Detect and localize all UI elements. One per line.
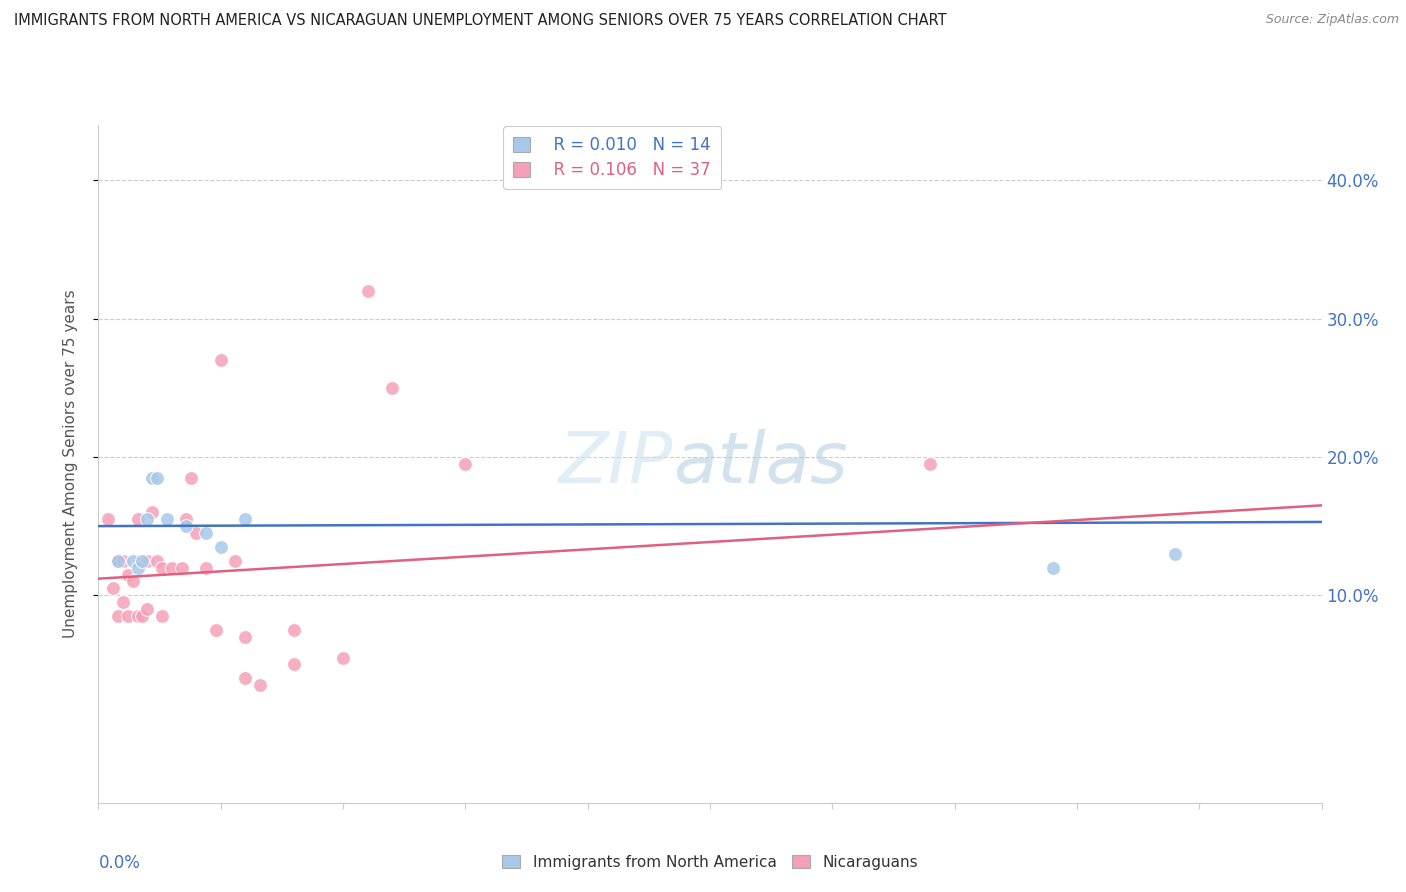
Point bbox=[233, 630, 256, 644]
Point bbox=[195, 560, 218, 574]
Point bbox=[117, 609, 139, 624]
Point bbox=[1042, 560, 1064, 574]
Point bbox=[209, 540, 232, 554]
Point bbox=[160, 560, 183, 574]
Point bbox=[131, 609, 153, 624]
Point bbox=[121, 574, 143, 589]
Text: 0.0%: 0.0% bbox=[98, 854, 141, 871]
Point bbox=[233, 671, 256, 685]
Point bbox=[233, 512, 256, 526]
Point bbox=[170, 560, 193, 574]
Point bbox=[156, 512, 179, 526]
Point bbox=[356, 284, 378, 298]
Y-axis label: Unemployment Among Seniors over 75 years: Unemployment Among Seniors over 75 years bbox=[63, 290, 77, 638]
Point bbox=[180, 471, 202, 485]
Point bbox=[136, 554, 159, 568]
Text: atlas: atlas bbox=[673, 429, 848, 499]
Point bbox=[186, 526, 208, 541]
Point bbox=[381, 381, 404, 395]
Point bbox=[224, 554, 246, 568]
Point bbox=[195, 526, 218, 541]
Text: Source: ZipAtlas.com: Source: ZipAtlas.com bbox=[1265, 13, 1399, 27]
Point bbox=[209, 353, 232, 368]
Point bbox=[146, 554, 169, 568]
Point bbox=[127, 609, 149, 624]
Text: ZIP: ZIP bbox=[560, 429, 673, 499]
Point bbox=[249, 678, 271, 692]
Point bbox=[127, 512, 149, 526]
Point bbox=[107, 554, 129, 568]
Point bbox=[454, 457, 477, 471]
Point bbox=[127, 560, 149, 574]
Text: IMMIGRANTS FROM NORTH AMERICA VS NICARAGUAN UNEMPLOYMENT AMONG SENIORS OVER 75 Y: IMMIGRANTS FROM NORTH AMERICA VS NICARAG… bbox=[14, 13, 946, 29]
Point bbox=[111, 554, 134, 568]
Point bbox=[150, 560, 173, 574]
Point bbox=[141, 471, 163, 485]
Point bbox=[176, 519, 198, 533]
Point bbox=[146, 471, 169, 485]
Point bbox=[150, 609, 173, 624]
Point bbox=[1164, 547, 1187, 561]
Point bbox=[117, 567, 139, 582]
Point bbox=[131, 554, 153, 568]
Point bbox=[283, 623, 305, 637]
Point bbox=[283, 657, 305, 672]
Point bbox=[107, 609, 129, 624]
Point bbox=[101, 582, 124, 596]
Point bbox=[205, 623, 228, 637]
Point bbox=[176, 512, 198, 526]
Point bbox=[141, 505, 163, 519]
Point bbox=[97, 512, 120, 526]
Point bbox=[920, 457, 942, 471]
Point bbox=[107, 554, 129, 568]
Point bbox=[111, 595, 134, 609]
Point bbox=[136, 512, 159, 526]
Point bbox=[136, 602, 159, 616]
Legend: Immigrants from North America, Nicaraguans: Immigrants from North America, Nicaragua… bbox=[502, 855, 918, 870]
Point bbox=[121, 554, 143, 568]
Point bbox=[332, 650, 354, 665]
